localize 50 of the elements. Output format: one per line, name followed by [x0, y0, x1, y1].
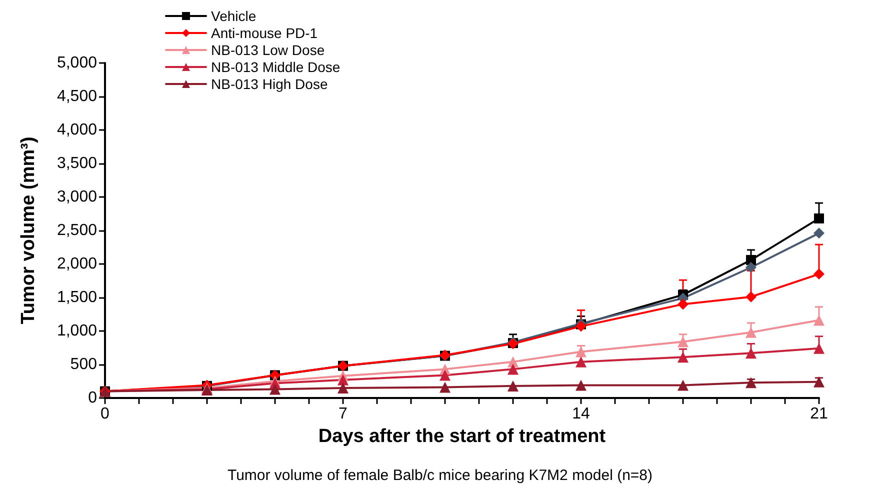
x-tick-label: 21 — [810, 406, 828, 422]
point — [576, 356, 586, 368]
legend-label: Anti-mouse PD-1 — [211, 25, 318, 41]
legend-label: NB-013 Low Dose — [211, 42, 325, 58]
point — [678, 298, 688, 310]
point — [814, 314, 824, 326]
point — [440, 382, 450, 393]
y-tick-label: 4,500 — [56, 88, 98, 105]
y-tick-label: 4,000 — [56, 122, 98, 138]
x-tick-label: 0 — [100, 406, 110, 422]
x-tick-label: 14 — [572, 406, 590, 422]
text: Tumor volume of female Balb/c mice bearing K7M2 model (n=8) — [227, 467, 653, 484]
x-axis-title: Days after the start of treatment — [318, 426, 606, 447]
point — [746, 291, 756, 302]
y-tick-label: 2,000 — [56, 256, 98, 272]
point — [576, 346, 586, 358]
y-tick-label: 1,000 — [56, 322, 98, 340]
y-tick-label: 2,500 — [56, 222, 98, 239]
y-tick-label: 5,000 — [56, 54, 98, 72]
y-tick-label: 0 — [88, 390, 98, 406]
y-tick-label: 1,500 — [56, 289, 98, 306]
point — [440, 370, 450, 381]
point — [814, 342, 824, 354]
point — [746, 254, 756, 265]
point — [746, 326, 756, 338]
point — [814, 213, 824, 224]
x-tick-label: 7 — [338, 406, 348, 422]
point — [338, 374, 348, 386]
point — [746, 262, 756, 273]
point — [576, 320, 586, 332]
point — [508, 364, 518, 375]
point — [576, 380, 586, 391]
point — [746, 377, 756, 388]
legend-label: Vehicle — [211, 8, 256, 24]
legend-label: NB-013 High Dose — [211, 76, 328, 92]
point — [814, 376, 824, 388]
point — [746, 348, 756, 359]
y-tick-label: 3,500 — [56, 155, 98, 172]
point — [338, 382, 348, 394]
point — [508, 380, 518, 392]
point — [678, 336, 688, 348]
y-tick-label: 500 — [70, 356, 98, 373]
point — [814, 228, 824, 239]
point — [678, 352, 688, 363]
y-axis-title: Tumor volume (mm³) — [18, 136, 39, 324]
point — [270, 384, 280, 395]
legend-label: NB-013 Middle Dose — [211, 59, 340, 75]
point — [814, 268, 824, 280]
point — [678, 380, 688, 391]
y-tick-label: 3,000 — [56, 188, 98, 206]
